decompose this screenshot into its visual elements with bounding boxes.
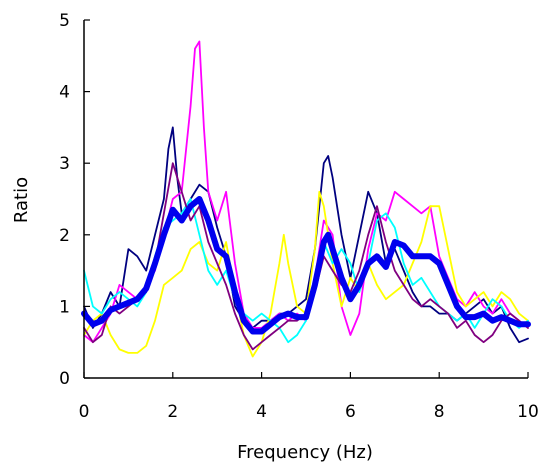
series-layer (81, 40, 531, 358)
average-series-line (81, 196, 531, 335)
y-axis-ticks: 0 1 2 3 4 5 (59, 11, 90, 389)
y-axis-title: Ratio (11, 177, 32, 223)
x-tick-label: 6 (345, 402, 356, 422)
y-tick-label: 2 (59, 226, 70, 246)
x-tick-label: 2 (167, 402, 178, 422)
y-tick-label: 4 (59, 83, 70, 103)
y-tick-label: 1 (59, 297, 70, 317)
y-tick-label: 3 (59, 154, 70, 174)
x-tick-label: 8 (434, 402, 445, 422)
x-axis-ticks: 0 2 4 6 8 10 (79, 372, 539, 422)
y-tick-label: 5 (59, 11, 70, 31)
x-axis-title: Frequency (Hz) (237, 442, 373, 463)
y-tick-label: 0 (59, 369, 70, 389)
x-tick-label: 4 (256, 402, 267, 422)
x-tick-label: 0 (79, 402, 90, 422)
x-tick-label: 10 (517, 402, 539, 422)
